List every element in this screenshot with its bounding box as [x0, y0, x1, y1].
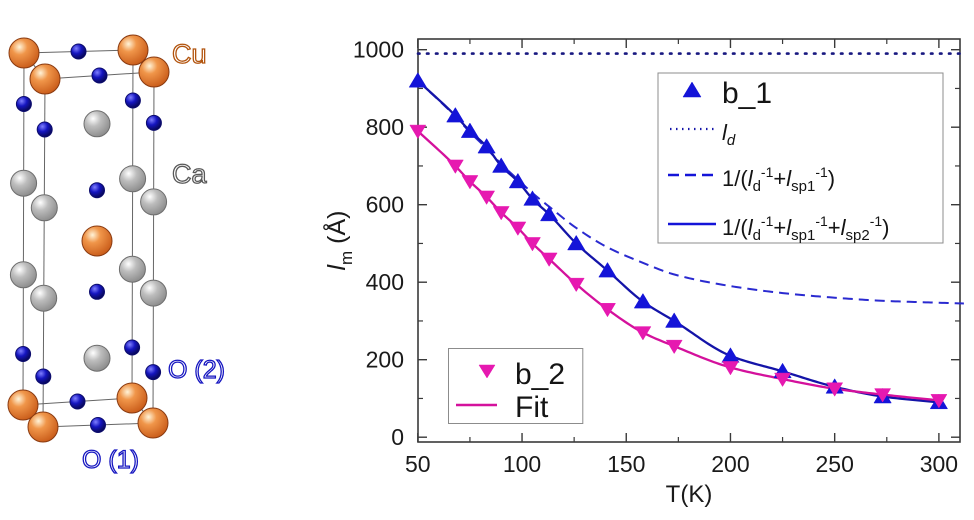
svg-text:400: 400 — [366, 269, 404, 295]
svg-text:800: 800 — [366, 114, 404, 140]
svg-text:200: 200 — [711, 451, 749, 477]
svg-text:200: 200 — [366, 347, 404, 373]
svg-text:Fit: Fit — [515, 391, 549, 424]
svg-text:100: 100 — [503, 451, 541, 477]
svg-text:1000: 1000 — [353, 37, 404, 63]
svg-text:150: 150 — [607, 451, 645, 477]
svg-text:lm (Å): lm (Å) — [321, 210, 356, 270]
svg-text:250: 250 — [815, 451, 853, 477]
svg-text:b_1: b_1 — [722, 77, 772, 110]
svg-text:0: 0 — [391, 424, 404, 450]
svg-text:T(K): T(K) — [666, 481, 713, 508]
svg-text:b_2: b_2 — [515, 358, 565, 391]
svg-text:600: 600 — [366, 192, 404, 218]
svg-text:50: 50 — [405, 451, 431, 477]
svg-text:300: 300 — [920, 451, 958, 477]
